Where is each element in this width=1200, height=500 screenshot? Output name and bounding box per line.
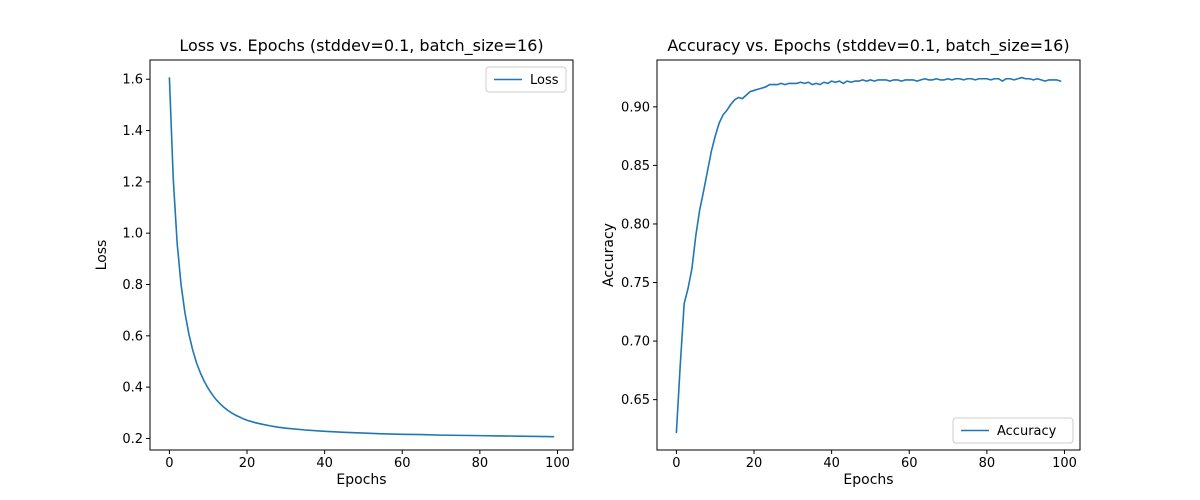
loss-x-axis-label: Epochs xyxy=(336,472,386,488)
loss-y-tick-label: 1.0 xyxy=(122,227,143,242)
loss-series-line xyxy=(168,77,555,438)
accuracy-y-tick-label: 0.80 xyxy=(621,217,650,232)
loss-x-tick-label: 100 xyxy=(545,456,570,471)
loss-chart: Loss vs. Epochs (stddev=0.1, batch_size=… xyxy=(94,36,574,488)
accuracy-chart-title: Accuracy vs. Epochs (stddev=0.1, batch_s… xyxy=(667,36,1069,56)
accuracy-x-tick-label: 80 xyxy=(979,456,996,471)
accuracy-y-axis-label: Accuracy xyxy=(601,223,617,287)
loss-y-tick-label: 1.6 xyxy=(122,73,143,88)
accuracy-legend-box xyxy=(952,417,1074,444)
loss-y-tick-label: 1.2 xyxy=(122,175,143,190)
accuracy-y-tick-label: 0.75 xyxy=(621,276,650,291)
accuracy-x-tick-label: 100 xyxy=(1052,456,1077,471)
loss-x-tick-label: 60 xyxy=(394,456,411,471)
loss-plot-frame xyxy=(149,59,574,451)
accuracy-series-line xyxy=(675,76,1062,434)
loss-x-tick-label: 80 xyxy=(472,456,489,471)
loss-legend-box xyxy=(485,66,567,93)
accuracy-x-tick-label: 40 xyxy=(823,456,840,471)
loss-y-tick-label: 0.6 xyxy=(122,329,143,344)
loss-x-tick-label: 40 xyxy=(316,456,333,471)
accuracy-x-tick-label: 60 xyxy=(901,456,918,471)
loss-y-tick-label: 0.4 xyxy=(122,381,143,396)
accuracy-legend-label: Accuracy xyxy=(997,424,1057,439)
accuracy-y-tick-label: 0.85 xyxy=(621,159,650,174)
loss-chart-title: Loss vs. Epochs (stddev=0.1, batch_size=… xyxy=(179,36,543,56)
accuracy-y-tick-label: 0.70 xyxy=(621,335,650,350)
accuracy-x-axis-label: Epochs xyxy=(843,472,893,488)
loss-y-tick-label: 0.2 xyxy=(122,432,143,447)
loss-x-tick-label: 20 xyxy=(239,456,256,471)
loss-legend-label: Loss xyxy=(530,73,559,88)
accuracy-x-tick-label: 20 xyxy=(746,456,763,471)
loss-legend: Loss xyxy=(485,66,567,93)
loss-y-tick-label: 0.8 xyxy=(122,278,143,293)
accuracy-chart: Accuracy vs. Epochs (stddev=0.1, batch_s… xyxy=(601,36,1081,488)
loss-y-tick-label: 1.4 xyxy=(122,124,143,139)
accuracy-legend: Accuracy xyxy=(952,417,1074,444)
loss-y-axis-label: Loss xyxy=(94,240,110,271)
loss-x-tick-label: 0 xyxy=(165,456,173,471)
accuracy-plot-frame xyxy=(656,59,1081,451)
accuracy-x-tick-label: 0 xyxy=(672,456,680,471)
accuracy-y-tick-label: 0.90 xyxy=(621,100,650,115)
accuracy-y-tick-label: 0.65 xyxy=(621,393,650,408)
